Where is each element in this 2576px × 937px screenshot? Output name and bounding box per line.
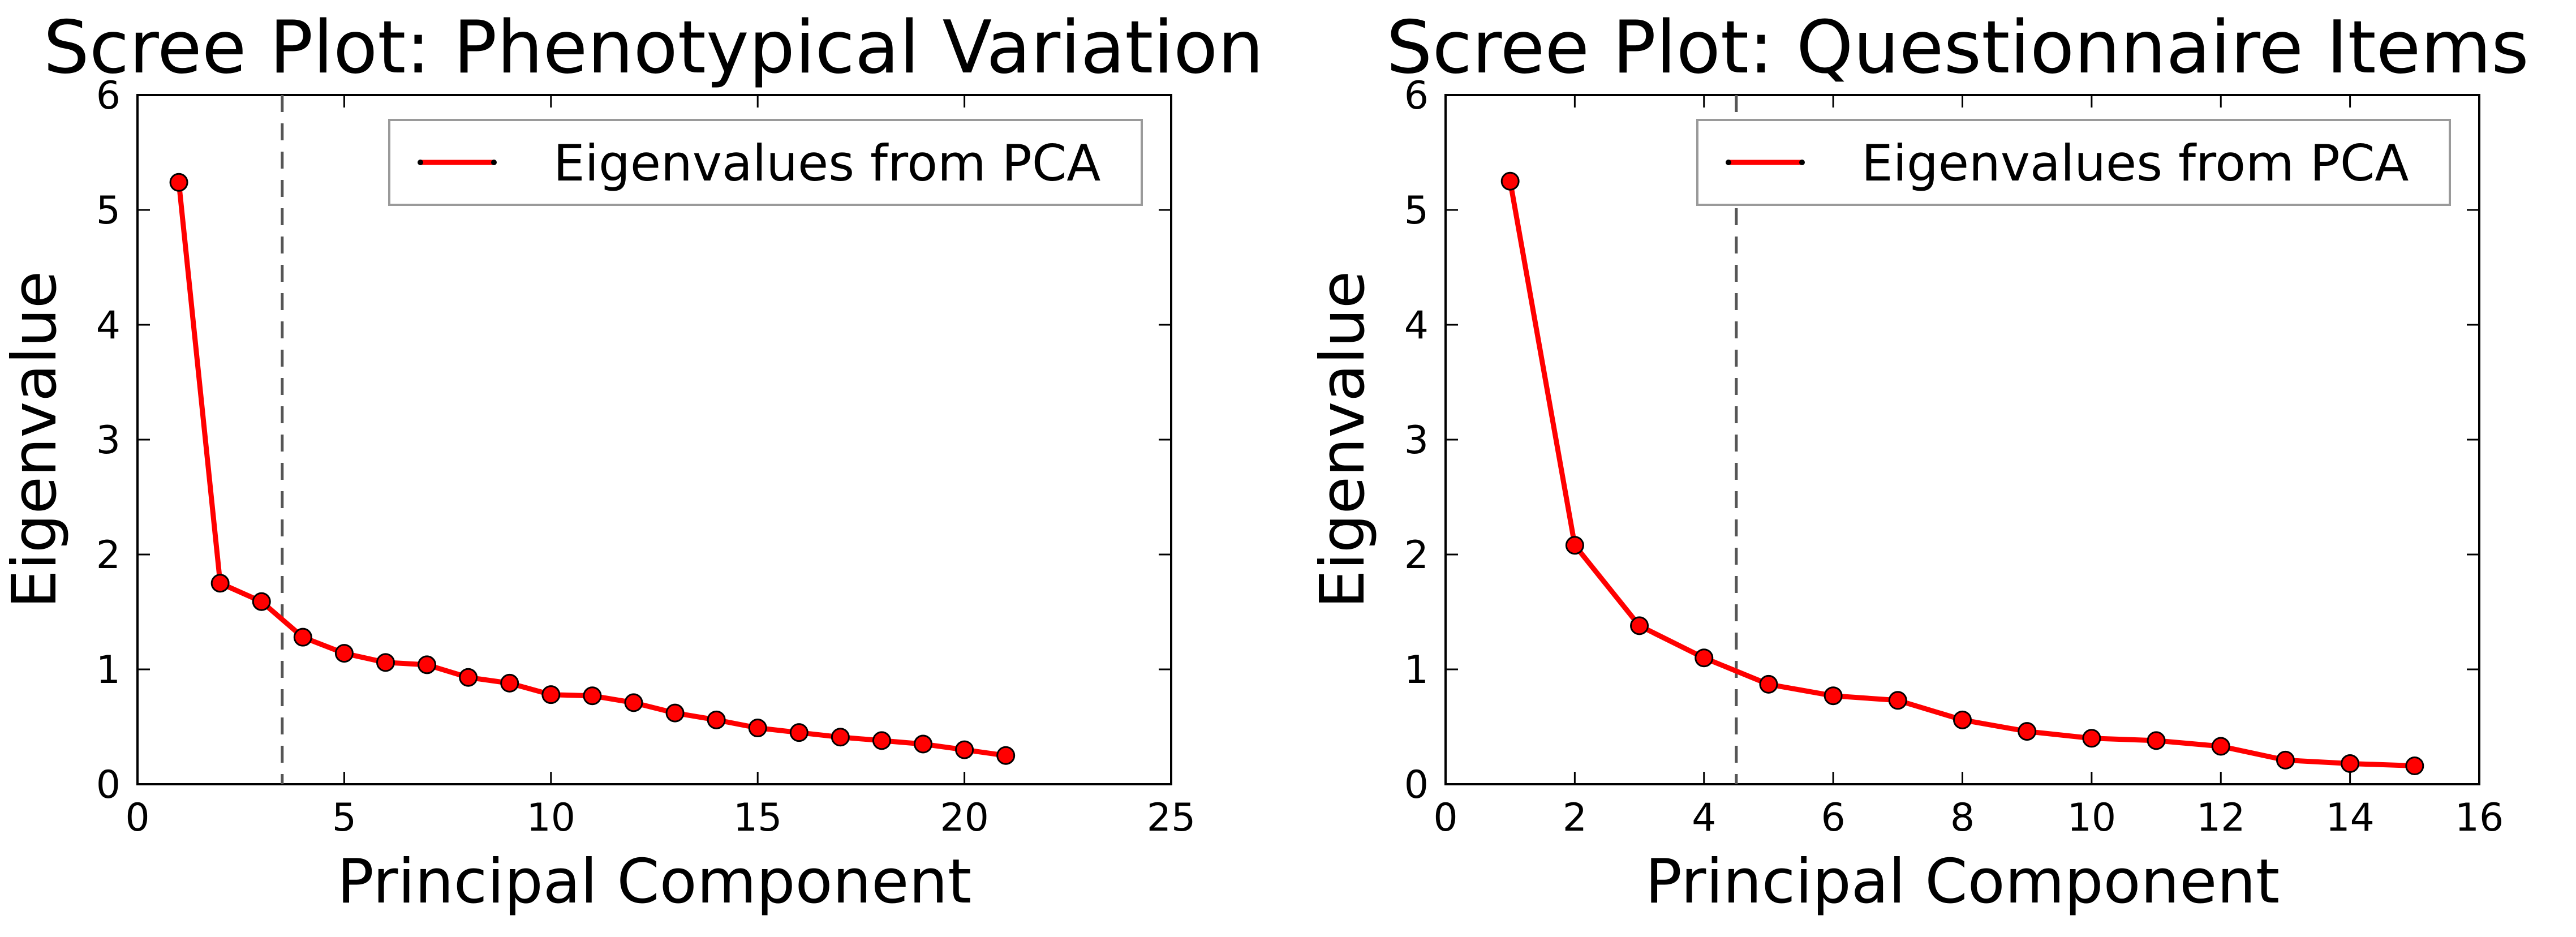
- data-point: [1824, 686, 1843, 706]
- data-point: [500, 673, 519, 693]
- data-point: [955, 740, 974, 759]
- data-point: [1630, 616, 1649, 635]
- x-tick-label: 14: [2325, 796, 2375, 840]
- legend-label: Eigenvalues from PCA: [553, 134, 1100, 192]
- x-tick-label: 0: [125, 796, 149, 840]
- x-tick-label: 10: [2067, 796, 2117, 840]
- data-point: [252, 592, 271, 611]
- data-point: [1695, 648, 1714, 668]
- data-point: [624, 693, 643, 712]
- data-point: [583, 686, 602, 706]
- data-point: [748, 719, 767, 738]
- x-tick-label: 10: [527, 796, 576, 840]
- data-point: [1888, 691, 1907, 710]
- data-point: [169, 173, 188, 192]
- data-point: [210, 574, 230, 593]
- data-point: [665, 703, 685, 723]
- x-axis-label: Principal Component: [337, 846, 972, 917]
- chart-title: Scree Plot: Phenotypical Variation: [44, 6, 1264, 90]
- legend-label: Eigenvalues from PCA: [1861, 134, 2409, 192]
- data-point: [1759, 674, 1778, 694]
- y-tick-label: 6: [1404, 74, 1429, 118]
- y-tick-label: 2: [96, 533, 121, 578]
- data-point: [376, 653, 395, 672]
- data-point: [334, 644, 354, 663]
- legend-marker: [1726, 160, 1731, 165]
- x-tick-label: 0: [1433, 796, 1457, 840]
- x-tick-label: 8: [1950, 796, 1975, 840]
- data-point: [1500, 171, 1520, 191]
- y-axis-label: Eigenvalue: [1308, 271, 1378, 609]
- data-point: [2341, 754, 2360, 773]
- x-tick-label: 12: [2196, 796, 2246, 840]
- data-point: [1565, 536, 1584, 555]
- data-point: [541, 685, 561, 704]
- y-tick-label: 0: [96, 763, 121, 807]
- data-point: [2405, 757, 2424, 776]
- y-tick-label: 3: [96, 418, 121, 463]
- x-tick-label: 6: [1821, 796, 1845, 840]
- data-point: [418, 655, 437, 674]
- legend-marker: [491, 160, 497, 165]
- data-point: [872, 731, 891, 750]
- data-point: [2082, 729, 2101, 748]
- x-tick-label: 16: [2455, 796, 2504, 840]
- y-tick-label: 3: [1404, 418, 1429, 463]
- y-tick-label: 6: [96, 74, 121, 118]
- data-point: [789, 723, 809, 742]
- data-point: [2147, 731, 2166, 750]
- data-point: [914, 734, 933, 754]
- y-tick-label: 1: [96, 648, 121, 693]
- y-tick-label: 4: [1404, 303, 1429, 348]
- y-tick-label: 1: [1404, 648, 1429, 693]
- x-tick-label: 20: [940, 796, 989, 840]
- series-line: [1507, 180, 2415, 768]
- legend: Eigenvalues from PCA: [388, 119, 1143, 206]
- legend-box: [388, 119, 1143, 206]
- y-tick-label: 4: [96, 303, 121, 348]
- data-point: [2018, 722, 2037, 741]
- x-tick-label: 5: [332, 796, 356, 840]
- x-axis-label: Principal Component: [1645, 846, 2280, 917]
- legend-marker: [418, 160, 423, 165]
- x-tick-label: 15: [733, 796, 782, 840]
- y-axis-label: Eigenvalue: [0, 271, 70, 609]
- data-point: [2276, 750, 2295, 770]
- x-tick-label: 2: [1563, 796, 1587, 840]
- y-tick-label: 5: [96, 188, 121, 233]
- y-tick-label: 2: [1404, 533, 1429, 578]
- chart-title: Scree Plot: Questionnaire Items: [1386, 6, 2529, 90]
- legend: Eigenvalues from PCA: [1696, 119, 2451, 206]
- data-point: [707, 710, 726, 729]
- data-point: [293, 627, 312, 647]
- x-tick-label: 25: [1147, 796, 1196, 840]
- legend-box: [1696, 119, 2451, 206]
- data-point: [831, 728, 850, 747]
- y-tick-label: 5: [1404, 188, 1429, 233]
- y-tick-label: 0: [1404, 763, 1429, 807]
- data-point: [459, 668, 478, 687]
- data-point: [1953, 710, 1972, 729]
- legend-marker: [1799, 160, 1805, 165]
- data-point: [2211, 737, 2230, 756]
- series-line: [176, 182, 1007, 758]
- data-point: [996, 746, 1016, 765]
- x-tick-label: 4: [1692, 796, 1716, 840]
